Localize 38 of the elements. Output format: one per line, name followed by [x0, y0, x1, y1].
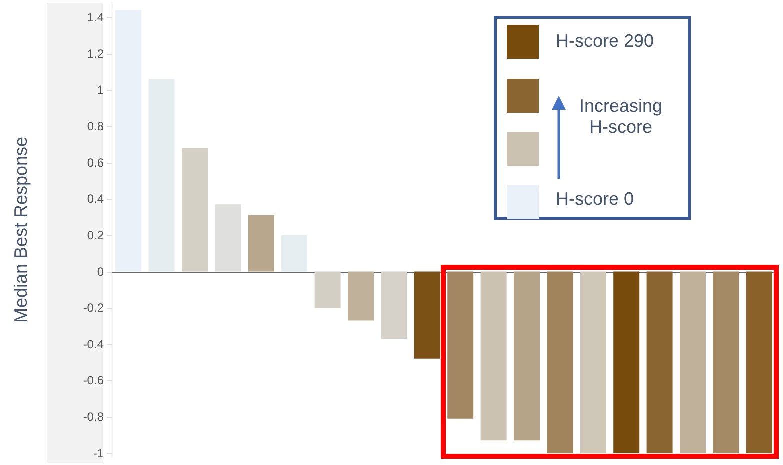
- annotation: H-score 0: [556, 189, 634, 210]
- y-tick-label: -0.6: [83, 374, 104, 388]
- bar: [547, 272, 574, 454]
- bar: [646, 272, 673, 454]
- bar: [215, 204, 242, 272]
- bar: [148, 79, 175, 272]
- bar: [680, 272, 706, 454]
- bar: [116, 10, 142, 272]
- y-axis-title: Median Best Response: [11, 136, 31, 324]
- y-tick-label: -1: [93, 446, 104, 460]
- bar: [746, 272, 772, 454]
- y-tick-label: -0.4: [83, 337, 104, 352]
- y-tick-label: -0.8: [83, 410, 104, 424]
- bar: [713, 272, 740, 454]
- bar: [448, 272, 474, 419]
- y-tick-label: 0: [97, 264, 104, 279]
- bar: [348, 272, 374, 321]
- bar: [414, 272, 440, 359]
- bar: [248, 215, 274, 272]
- annotation: H-score 290: [556, 31, 654, 52]
- y-tick-label: 0.2: [87, 228, 104, 242]
- y-tick-label: 1: [97, 83, 104, 98]
- annotation: Increasing H-score: [578, 96, 664, 138]
- y-tick-label: 1.4: [87, 10, 104, 25]
- y-tick-label: 0.8: [87, 119, 104, 134]
- bar: [580, 272, 606, 454]
- y-tick-label: -0.2: [83, 301, 104, 316]
- y-tick-label: 0.4: [87, 192, 104, 206]
- bar: [282, 235, 308, 272]
- bar: [480, 272, 507, 441]
- bar: [614, 272, 640, 454]
- y-tick-label: 1.2: [87, 46, 104, 61]
- y-tick-label: 0.6: [87, 156, 104, 170]
- bar: [314, 272, 341, 308]
- key-frame: H-score 290 Increasing H-score H-score 0: [494, 16, 691, 220]
- bar: [514, 272, 540, 441]
- bar: [381, 272, 408, 339]
- bar: [182, 148, 208, 272]
